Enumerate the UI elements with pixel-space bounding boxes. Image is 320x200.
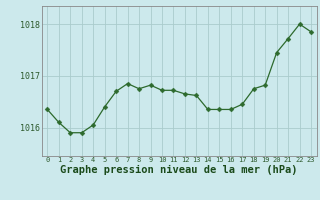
X-axis label: Graphe pression niveau de la mer (hPa): Graphe pression niveau de la mer (hPa)	[60, 165, 298, 175]
